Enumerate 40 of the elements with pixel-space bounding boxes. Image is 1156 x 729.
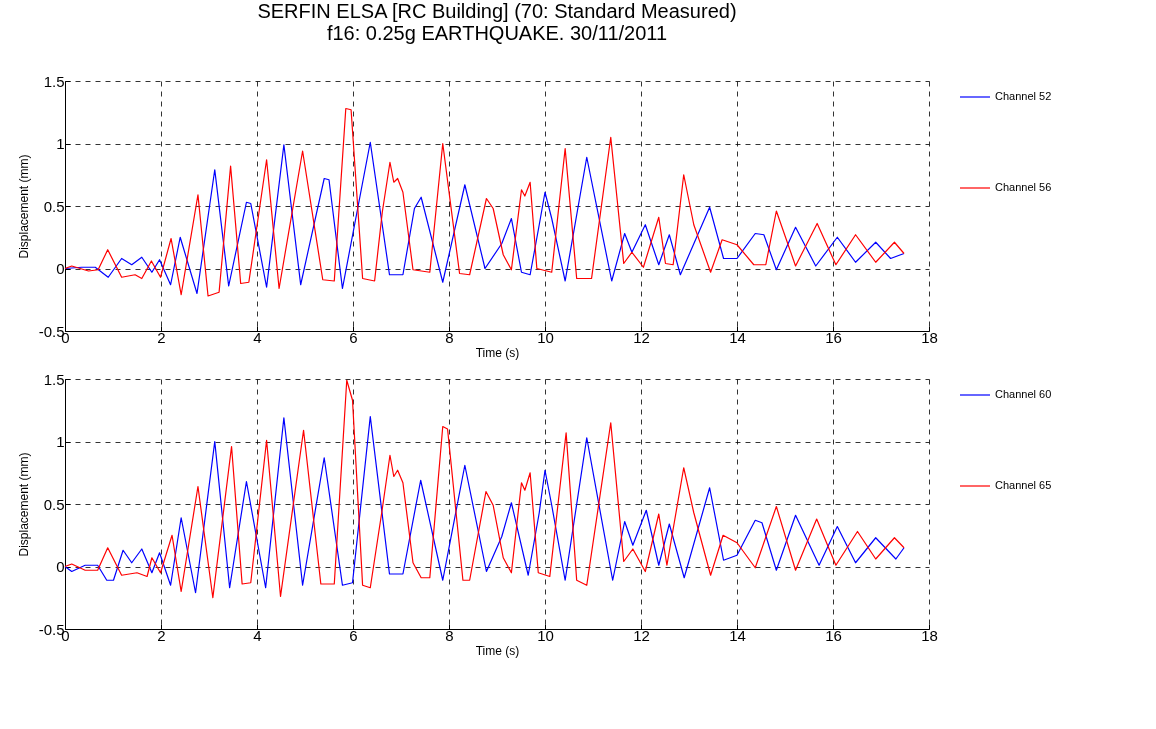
x-tick-label: 4 — [253, 626, 262, 644]
y-tick-label: 1 — [56, 433, 65, 450]
y-tick-label: 0 — [56, 558, 65, 575]
chart-title: SERFIN ELSA [RC Building] (70: Standard Measured) — [257, 0, 737, 22]
x-tick-label: 18 — [921, 626, 938, 644]
x-tick-label: 10 — [537, 626, 554, 644]
legend-label: Channel 65 — [995, 479, 1052, 491]
x-axis-title: Time (s) — [475, 345, 520, 360]
x-axis-title: Time (s) — [475, 643, 520, 658]
line-series — [64, 415, 905, 594]
x-tick-label: 18 — [921, 328, 938, 346]
legend-label: Channel 52 — [995, 90, 1052, 102]
x-tick-label: 8 — [445, 626, 454, 644]
y-tick-label: 0.5 — [43, 197, 65, 215]
y-axis-title: Displacement (mm) — [16, 154, 31, 259]
y-tick-label: 0 — [56, 260, 65, 277]
x-tick-label: 2 — [157, 328, 166, 346]
legend-label: Channel 56 — [995, 181, 1052, 193]
x-tick-label: 4 — [253, 328, 262, 346]
x-tick-label: 16 — [825, 328, 842, 346]
x-tick-label: 12 — [633, 626, 650, 644]
x-tick-label: 16 — [825, 626, 842, 644]
x-tick-label: 14 — [729, 626, 746, 644]
y-tick-label: 1.5 — [43, 370, 65, 388]
y-axis-title: Displacement (mm) — [16, 452, 31, 557]
y-tick-label: 1 — [56, 135, 65, 152]
x-tick-label: 12 — [633, 328, 650, 346]
line-series — [64, 141, 905, 295]
x-tick-label: 8 — [445, 328, 454, 346]
x-tick-label: 2 — [157, 626, 166, 644]
chart-subtitle: f16: 0.25g EARTHQUAKE. 30/11/2011 — [326, 22, 668, 44]
y-tick-label: 1.5 — [43, 72, 65, 90]
x-tick-label: 6 — [349, 626, 358, 644]
legend-label: Channel 60 — [995, 388, 1052, 400]
x-tick-label: 10 — [537, 328, 554, 346]
y-tick-label: 0.5 — [43, 495, 65, 513]
line-series — [64, 107, 905, 297]
x-tick-label: 6 — [349, 328, 358, 346]
x-tick-label: 14 — [729, 328, 746, 346]
line-series — [64, 379, 905, 599]
